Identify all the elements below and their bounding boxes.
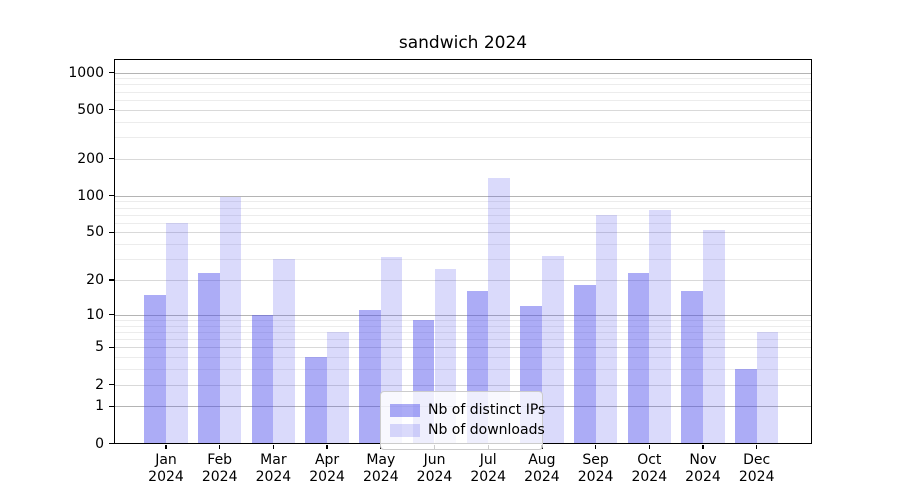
bar-nov-downloads <box>703 230 725 444</box>
x-tick-label: Mar 2024 <box>255 452 292 485</box>
gridline <box>115 109 811 111</box>
y-tick <box>109 346 114 348</box>
y-tick-label: 500 <box>77 101 104 118</box>
bar-feb-downloads <box>219 197 242 444</box>
y-tick <box>109 405 114 407</box>
gridline-minor <box>115 259 811 261</box>
y-tick <box>109 383 114 386</box>
y-tick <box>109 158 114 160</box>
gridline-minor <box>115 339 811 340</box>
x-tick-label: Jan 2024 <box>148 452 184 485</box>
x-tick-label: Nov 2024 <box>685 452 721 485</box>
y-tick <box>109 314 114 316</box>
gridline-minor <box>115 78 811 80</box>
x-tick <box>326 444 328 449</box>
y-tick-label: 50 <box>86 224 104 241</box>
gridline-minor <box>115 357 811 359</box>
y-tick-label: 10 <box>86 306 104 323</box>
x-tick <box>756 444 758 449</box>
y-tick <box>109 108 114 111</box>
bar-dec-downloads <box>756 331 779 444</box>
gridline-minor <box>115 99 811 101</box>
legend-item-distinct-ips: Nb of distinct IPs <box>390 402 545 419</box>
bar-dec-ips <box>735 369 757 444</box>
x-tick <box>165 444 167 449</box>
gridline <box>115 232 811 234</box>
x-tick <box>702 444 704 449</box>
gridline-minor <box>115 207 811 209</box>
gridline-major <box>115 314 811 316</box>
gridline <box>115 347 811 349</box>
gridline-minor <box>115 121 811 123</box>
bar-sep-downloads <box>595 214 618 444</box>
x-tick-label: Dec 2024 <box>738 452 775 485</box>
y-tick-label: 200 <box>77 150 104 167</box>
y-tick <box>109 442 114 445</box>
y-tick <box>109 231 114 234</box>
bar-may-ips <box>359 310 381 444</box>
gridline-minor <box>115 201 811 203</box>
x-tick <box>648 444 650 449</box>
y-tick <box>109 194 114 197</box>
x-tick-label: Feb 2024 <box>201 452 238 485</box>
x-tick-label: Jul 2024 <box>470 452 506 485</box>
y-tick-label: 5 <box>95 339 104 356</box>
y-tick-label: 1000 <box>68 64 104 81</box>
legend-swatch-distinct-ips-icon <box>390 404 420 417</box>
gridline <box>115 280 811 281</box>
x-tick <box>594 444 597 449</box>
y-tick-label: 100 <box>77 187 104 204</box>
x-tick-label: Apr 2024 <box>309 452 345 485</box>
bar-aug-downloads <box>541 255 564 444</box>
legend-swatch-downloads-icon <box>390 424 420 437</box>
gridline <box>115 158 811 160</box>
bar-jan-downloads <box>166 222 188 444</box>
x-tick-label: Jun 2024 <box>416 452 453 485</box>
x-tick-label: Aug 2024 <box>524 452 560 485</box>
bar-nov-ips <box>681 291 703 444</box>
gridline-minor <box>115 137 811 139</box>
x-tick-label: Oct 2024 <box>631 452 668 485</box>
y-tick <box>109 71 114 74</box>
bar-jan-ips <box>144 294 166 444</box>
y-tick-label: 20 <box>86 272 104 288</box>
bar-mar-ips <box>251 314 274 444</box>
legend-item-downloads: Nb of downloads <box>390 422 545 439</box>
gridline-minor <box>115 91 811 93</box>
y-tick-label: 1 <box>95 398 104 415</box>
gridline-minor <box>115 319 811 321</box>
gridline-minor <box>115 214 811 216</box>
legend-label-distinct-ips: Nb of distinct IPs <box>428 402 546 418</box>
gridline-minor <box>115 84 811 86</box>
gridline-minor <box>115 369 811 371</box>
bar-sep-ips <box>573 285 596 444</box>
x-tick <box>272 444 275 449</box>
legend-label-downloads: Nb of downloads <box>428 422 545 438</box>
x-tick-label: May 2024 <box>362 452 399 485</box>
bar-oct-ips <box>627 272 650 444</box>
gridline-minor <box>115 222 811 224</box>
gridline <box>115 384 811 386</box>
bar-oct-downloads <box>649 210 671 444</box>
bar-mar-downloads <box>273 259 296 444</box>
plot-area <box>115 60 811 444</box>
bar-jul-downloads <box>488 177 510 444</box>
y-tick <box>109 279 114 281</box>
bar-feb-ips <box>198 272 220 444</box>
gridline-minor <box>115 244 811 246</box>
bar-apr-ips <box>305 357 328 444</box>
y-tick-label: 0 <box>95 435 104 452</box>
x-tick-label: Sep 2024 <box>577 452 614 485</box>
gridline-major <box>115 195 811 197</box>
bar-apr-downloads <box>327 331 349 444</box>
chart-title: sandwich 2024 <box>398 33 528 53</box>
y-tick-label: 2 <box>95 376 104 393</box>
gridline-major <box>115 72 811 74</box>
gridline-minor <box>115 325 811 327</box>
legend: Nb of distinct IPs Nb of downloads <box>380 391 545 450</box>
gridline-minor <box>115 331 811 333</box>
x-tick <box>219 444 221 449</box>
